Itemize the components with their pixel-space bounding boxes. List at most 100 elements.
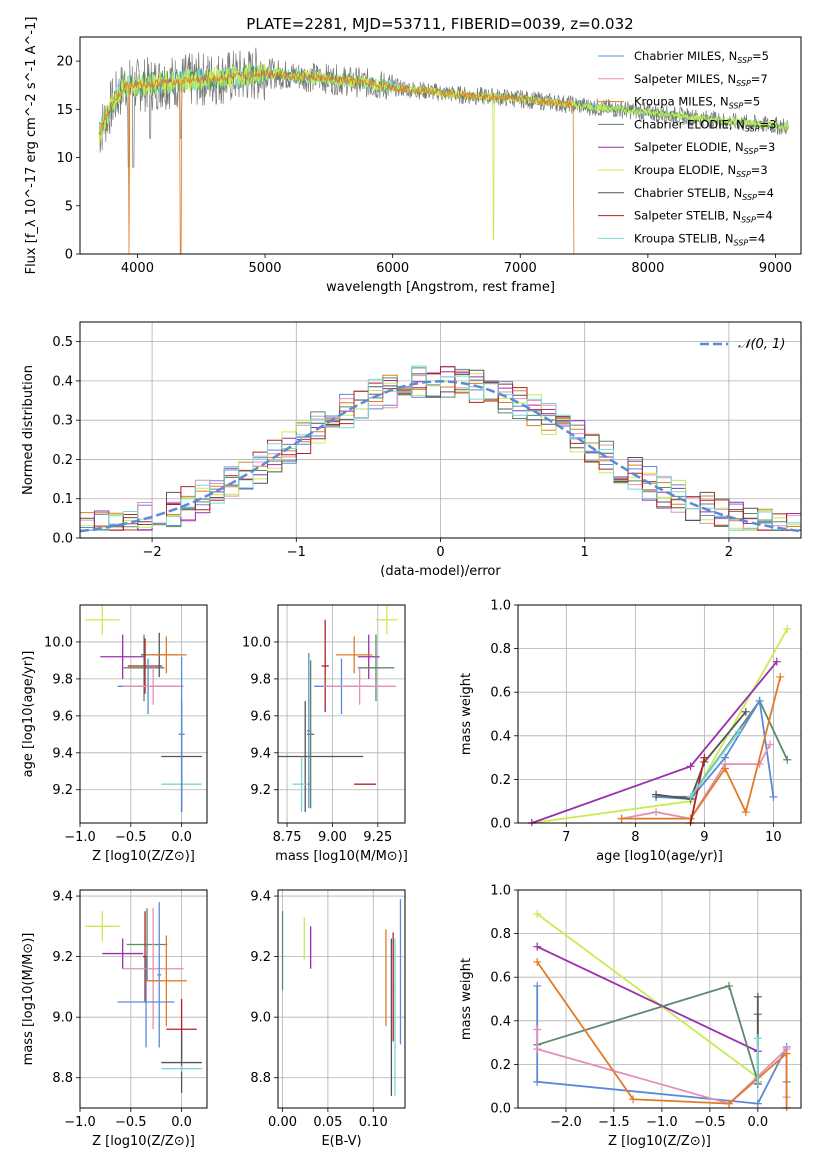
legend-series-name: Kroupa MILES xyxy=(634,95,713,109)
histogram-step xyxy=(80,365,801,531)
x-tick-label: 7 xyxy=(562,830,570,845)
x-axis-label: Z [log10(Z/Z⊙)] xyxy=(92,849,195,864)
legend-nssp-subscript: SSP xyxy=(741,216,756,225)
weight-marker xyxy=(725,981,734,990)
data-point xyxy=(368,656,370,658)
x-axis-label: (data-model)/error xyxy=(380,564,501,579)
y-tick-label: 9.2 xyxy=(250,783,271,798)
weight-marker xyxy=(533,1077,542,1086)
y-axis-label: mass weight xyxy=(459,673,474,755)
legend-nssp-subscript: SSP xyxy=(742,193,757,202)
data-point xyxy=(300,783,303,785)
weight-marker xyxy=(533,957,542,966)
x-axis-label: E(B-V) xyxy=(321,1134,361,1149)
data-point xyxy=(181,733,183,735)
y-tick-label: 8.8 xyxy=(250,1071,271,1086)
legend-label: Chabrier STELIB, NSSP=4 xyxy=(634,186,774,202)
legend-series-name: Salpeter MILES xyxy=(634,72,720,86)
legend-nssp-value: =3 xyxy=(760,117,777,131)
x-tick-label: 9.00 xyxy=(318,830,347,845)
data-point xyxy=(303,937,305,940)
errorbars xyxy=(85,902,202,1093)
data-point xyxy=(165,654,167,656)
y-tick-label: 0.2 xyxy=(52,453,73,468)
y-tick-label: 0.3 xyxy=(52,414,73,429)
y-tick-label: 20 xyxy=(56,55,73,70)
y-tick-label: 5 xyxy=(65,199,73,214)
x-tick-label: 0.05 xyxy=(313,1115,342,1130)
data-point xyxy=(386,619,388,621)
legend-nssp-value: =4 xyxy=(757,186,774,200)
legend-series-name: Chabrier MILES xyxy=(634,49,721,63)
y-tick-label: 0.0 xyxy=(490,817,511,832)
legend-label: Chabrier ELODIE, NSSP=3 xyxy=(634,117,776,133)
y-tick-label: 9.2 xyxy=(52,950,73,965)
weight-lines xyxy=(533,909,791,1111)
legend-nssp-value: =7 xyxy=(751,72,768,86)
x-tick-label: −1.0 xyxy=(64,1115,96,1130)
data-point xyxy=(122,952,124,955)
data-point xyxy=(304,755,306,758)
legend-series-name: Salpeter STELIB xyxy=(634,209,725,223)
y-tick-label: 8.8 xyxy=(52,1071,73,1086)
x-tick-label: 8000 xyxy=(631,261,664,276)
y-tick-label: 9.4 xyxy=(52,890,73,905)
data-point xyxy=(158,974,160,976)
legend-nssp-value: =3 xyxy=(758,140,775,154)
data-point xyxy=(310,733,312,735)
legend-nssp-text: , N xyxy=(721,49,737,63)
legend-nssp-text: , N xyxy=(720,72,736,86)
data-point xyxy=(399,971,402,973)
legend-series-name: Salpeter ELODIE xyxy=(634,140,728,154)
weight-marker xyxy=(533,1045,542,1054)
weight-marker xyxy=(776,672,785,681)
weight-marker xyxy=(741,707,750,716)
weight-marker xyxy=(753,992,762,1001)
y-tick-label: 1.0 xyxy=(490,884,511,899)
x-tick-label: −0.5 xyxy=(694,1115,726,1130)
axes-frame xyxy=(277,604,406,824)
axes-frame xyxy=(79,321,802,539)
legend-series-name: Kroupa ELODIE xyxy=(634,163,720,177)
histogram-step xyxy=(80,366,801,531)
x-tick-label: 10 xyxy=(765,830,782,845)
legend-series-name: Chabrier ELODIE xyxy=(634,117,729,131)
weight-marker xyxy=(533,942,542,951)
data-point xyxy=(281,949,284,952)
legend-nssp-subscript: SSP xyxy=(736,170,751,179)
x-tick-label: −1.5 xyxy=(598,1115,630,1130)
y-tick-label: 9.0 xyxy=(52,1011,73,1026)
legend-label: Salpeter ELODIE, NSSP=3 xyxy=(634,140,775,156)
legend-nssp-text: , N xyxy=(726,186,742,200)
weight-line xyxy=(689,757,706,824)
y-axis-label: age [log10(age/yr)] xyxy=(21,651,36,778)
gaussian-curve xyxy=(80,380,801,533)
weight-marker xyxy=(686,792,695,801)
data-point xyxy=(143,667,145,669)
x-tick-label: 8 xyxy=(631,830,639,845)
weight-line xyxy=(536,945,759,1053)
data-point xyxy=(364,783,366,785)
legend-nssp-subscript: SSP xyxy=(745,124,760,133)
axes-frame xyxy=(277,889,406,1109)
y-tick-label: 10.0 xyxy=(242,635,271,650)
y-axis-label: mass weight xyxy=(459,958,474,1040)
y-tick-label: 1.0 xyxy=(490,599,511,614)
x-tick-label: 5000 xyxy=(248,261,281,276)
legend-nssp-subscript: SSP xyxy=(737,56,752,65)
histogram-step xyxy=(80,369,801,531)
legend-label: Kroupa ELODIE, NSSP=3 xyxy=(634,163,768,179)
y-tick-label: 0.0 xyxy=(52,532,73,547)
legend-series-name: Chabrier STELIB xyxy=(634,186,726,200)
legend-nssp-text: , N xyxy=(718,231,734,245)
weight-marker xyxy=(700,753,709,762)
data-point xyxy=(308,730,310,732)
x-tick-label: 0.0 xyxy=(171,830,192,845)
axes-frame xyxy=(79,889,208,1109)
weight-marker xyxy=(783,755,792,764)
x-tick-label: −0.5 xyxy=(115,830,147,845)
data-point xyxy=(146,943,148,946)
weight-marker xyxy=(686,762,695,771)
legend-nssp-text: , N xyxy=(725,209,741,223)
data-point xyxy=(122,656,124,658)
